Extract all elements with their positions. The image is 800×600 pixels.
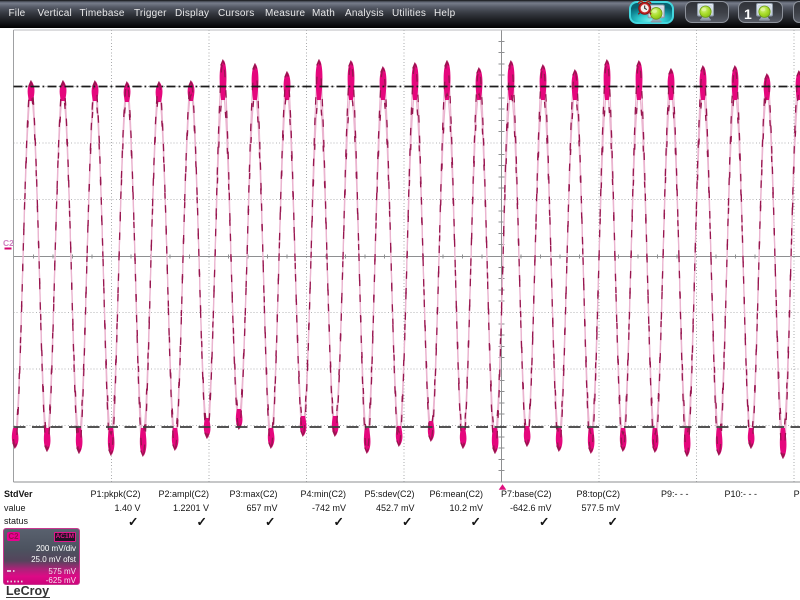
svg-text:C2: C2 (3, 238, 14, 248)
